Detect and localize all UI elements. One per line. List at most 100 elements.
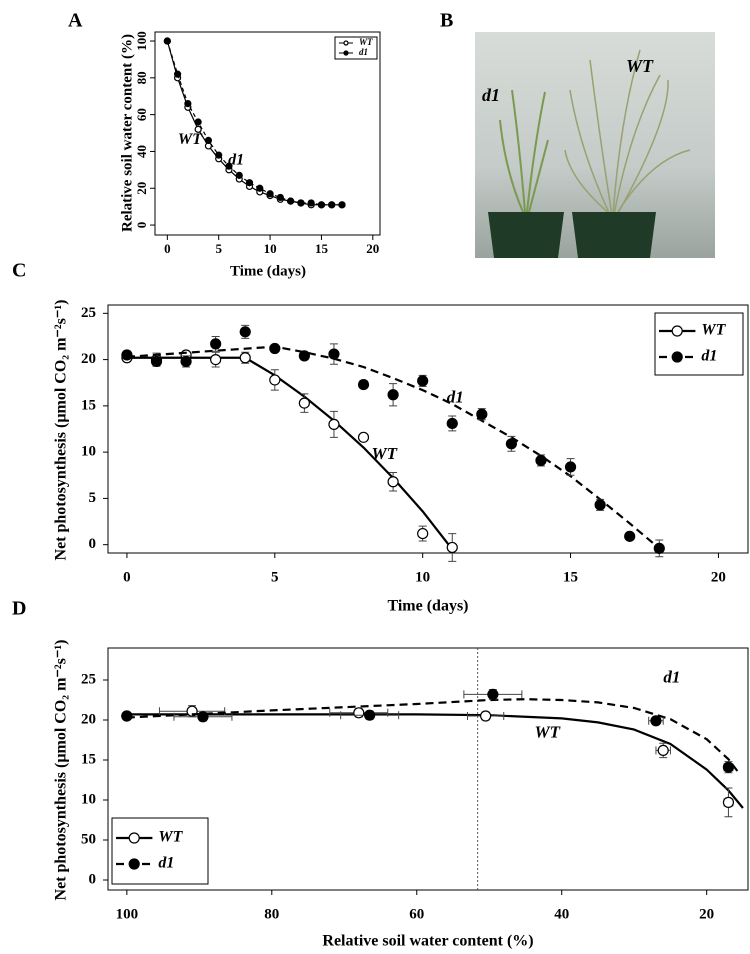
- marker: [269, 342, 281, 355]
- marker: [343, 50, 349, 56]
- marker: [204, 136, 213, 145]
- marker: [317, 201, 326, 209]
- marker: [624, 530, 636, 542]
- photo-label: WT: [626, 56, 654, 76]
- y-tick-label: 80: [134, 71, 149, 84]
- plot-frame: [107, 647, 749, 891]
- x-tick-label: 80: [264, 906, 279, 922]
- x-tick-label: 100: [116, 906, 139, 922]
- x-tick-label: 5: [271, 569, 279, 585]
- fit-line: [166, 40, 342, 206]
- marker: [357, 431, 370, 443]
- x-tick-label: 5: [215, 241, 222, 256]
- x-tick-label: 15: [563, 569, 578, 585]
- legend-label: d1: [701, 348, 717, 365]
- marker: [307, 199, 315, 207]
- marker: [671, 351, 683, 363]
- pot: [488, 212, 564, 258]
- marker: [353, 707, 365, 719]
- fit-line: [126, 356, 454, 550]
- marker: [446, 417, 458, 430]
- marker: [476, 408, 488, 420]
- x-tick-label: 10: [415, 569, 430, 585]
- marker: [150, 355, 163, 368]
- x-tick-label: 0: [123, 569, 131, 585]
- marker: [269, 374, 281, 386]
- marker: [287, 197, 295, 205]
- y-tick-label: 40: [134, 145, 149, 158]
- y-tick-label: 0: [134, 222, 149, 229]
- y-axis-label: Relative soil water content (%): [119, 34, 135, 232]
- plot-frame: [107, 304, 749, 554]
- marker: [239, 352, 251, 364]
- x-tick-label: 20: [699, 906, 714, 922]
- marker: [328, 418, 340, 430]
- marker: [276, 193, 284, 202]
- marker: [194, 118, 202, 126]
- marker: [487, 688, 499, 701]
- marker: [225, 162, 233, 170]
- y-tick-label: 0: [89, 536, 97, 552]
- marker: [128, 832, 140, 844]
- pot: [572, 212, 656, 258]
- marker: [387, 476, 399, 488]
- marker: [215, 151, 223, 159]
- marker: [174, 70, 182, 78]
- y-tick-label: 15: [81, 397, 96, 413]
- x-tick-label: 40: [554, 906, 569, 922]
- legend-label: WT: [158, 829, 183, 846]
- photo-label: d1: [482, 85, 500, 105]
- y-tick-label: 15: [81, 751, 96, 767]
- y-tick-label: 20: [134, 182, 149, 195]
- marker: [197, 711, 209, 723]
- y-tick-label: 60: [134, 108, 149, 121]
- marker: [163, 37, 171, 45]
- marker: [594, 499, 606, 511]
- y-tick-label: 0: [89, 871, 97, 887]
- panel-letter: B: [440, 10, 453, 32]
- marker: [446, 541, 458, 554]
- y-tick-label: 5: [89, 490, 97, 506]
- marker: [121, 710, 133, 722]
- annotation: WT: [178, 131, 203, 148]
- marker: [297, 199, 305, 207]
- legend-label: d1: [158, 855, 174, 872]
- marker: [564, 461, 577, 473]
- plant-d1: [499, 89, 549, 213]
- x-tick-label: 20: [366, 241, 379, 256]
- marker: [357, 378, 370, 391]
- marker: [328, 201, 336, 209]
- marker: [480, 710, 492, 722]
- y-tick-label: 25: [81, 671, 96, 687]
- marker: [184, 99, 192, 108]
- annotation: d1: [663, 667, 680, 686]
- y-axis-label: Net photosynthesis (µmol CO₂ m⁻²s⁻¹): [53, 640, 70, 901]
- marker: [180, 355, 192, 368]
- panel-letter: C: [12, 260, 26, 282]
- marker: [121, 349, 133, 361]
- fit-line: [126, 345, 660, 550]
- legend-label: WT: [359, 37, 373, 47]
- x-axis-label: Time (days): [387, 598, 468, 615]
- marker: [245, 179, 254, 187]
- panel-letter: A: [68, 10, 83, 32]
- y-axis-label: Net photosynthesis (µmol CO₂ m⁻²s⁻¹): [53, 300, 70, 561]
- x-axis-label: Relative soil water content (%): [322, 933, 533, 950]
- fit-line: [126, 713, 744, 809]
- x-axis-label: Time (days): [230, 263, 306, 279]
- marker: [338, 201, 346, 209]
- annotation: d1: [447, 387, 464, 406]
- marker: [343, 40, 349, 46]
- marker: [653, 542, 665, 554]
- marker: [239, 326, 251, 338]
- panel-letter: D: [12, 598, 26, 620]
- marker: [266, 190, 274, 198]
- plant-wt: [564, 49, 691, 216]
- legend-box: [654, 312, 744, 376]
- legend-label: d1: [359, 47, 368, 57]
- marker: [722, 761, 735, 773]
- marker: [535, 454, 547, 467]
- marker: [256, 184, 264, 192]
- marker: [298, 350, 310, 362]
